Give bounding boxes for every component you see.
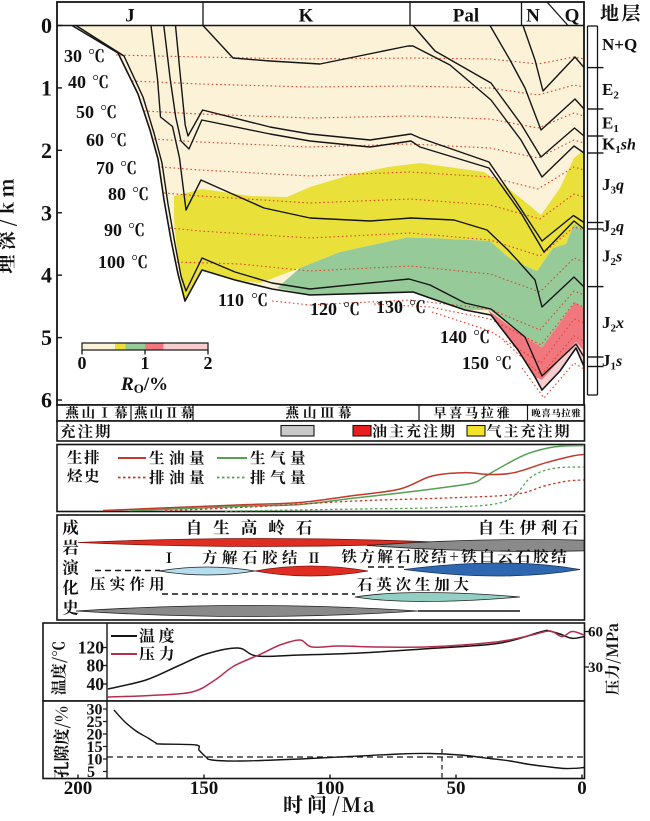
svg-text:K1sh: K1sh [602, 135, 636, 157]
svg-text:30: 30 [64, 46, 82, 66]
svg-text:120: 120 [310, 299, 337, 319]
svg-text:N: N [526, 6, 540, 27]
svg-text:4: 4 [41, 263, 52, 288]
svg-text:40: 40 [68, 72, 86, 92]
svg-text:20: 20 [87, 727, 103, 744]
svg-text:10: 10 [87, 752, 103, 769]
svg-text:1: 1 [41, 75, 52, 100]
svg-text:50: 50 [76, 102, 94, 122]
svg-text:J: J [125, 6, 135, 27]
svg-text:Q: Q [565, 6, 580, 27]
svg-text:120: 120 [78, 638, 105, 658]
svg-text:2: 2 [204, 353, 213, 373]
svg-text:RO/%: RO/% [120, 374, 168, 396]
svg-text:1: 1 [141, 353, 150, 373]
svg-text:5: 5 [87, 764, 95, 781]
svg-text:140: 140 [440, 327, 467, 347]
svg-text:50: 50 [447, 778, 466, 799]
svg-text:130: 130 [376, 297, 403, 317]
svg-text:110: 110 [218, 290, 244, 310]
svg-text:3: 3 [41, 200, 52, 225]
svg-text:5: 5 [41, 325, 52, 350]
svg-text:N+Q: N+Q [602, 35, 637, 54]
svg-text:60: 60 [588, 625, 603, 641]
svg-text:30: 30 [87, 702, 103, 719]
svg-text:90: 90 [104, 220, 122, 240]
svg-text:150: 150 [462, 353, 489, 373]
svg-text:J2x: J2x [602, 313, 624, 335]
svg-text:Pal: Pal [453, 6, 479, 27]
svg-text:30: 30 [588, 660, 603, 676]
svg-text:60: 60 [86, 130, 104, 150]
svg-text:25: 25 [87, 714, 103, 731]
svg-text:J2q: J2q [602, 217, 624, 239]
svg-text:100: 100 [98, 252, 125, 272]
svg-text:100: 100 [316, 778, 345, 799]
svg-text:40: 40 [87, 674, 105, 694]
svg-text:200: 200 [64, 778, 93, 799]
svg-text:J3q: J3q [602, 175, 624, 197]
svg-text:15: 15 [87, 739, 103, 756]
svg-text:J2s: J2s [602, 247, 622, 269]
svg-text:2: 2 [41, 138, 52, 163]
svg-text:0: 0 [577, 778, 587, 799]
svg-text:J1s: J1s [602, 351, 622, 373]
svg-text:0: 0 [41, 13, 52, 38]
svg-text:6: 6 [41, 388, 52, 413]
svg-text:80: 80 [108, 184, 126, 204]
svg-text:80: 80 [87, 656, 105, 676]
svg-text:K: K [299, 6, 314, 27]
svg-text:150: 150 [190, 778, 219, 799]
svg-text:0: 0 [78, 353, 87, 373]
svg-text:70: 70 [96, 158, 114, 178]
